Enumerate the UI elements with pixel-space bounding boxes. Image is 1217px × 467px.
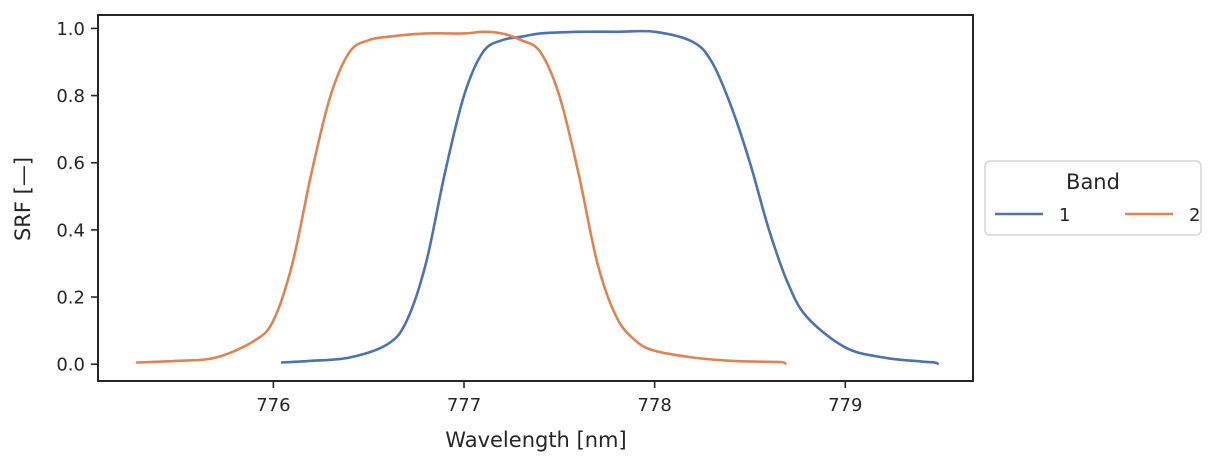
legend-label-band-2: 2 [1189,205,1200,226]
x-tick-label: 776 [256,395,290,416]
y-tick-label: 1.0 [56,19,85,40]
x-axis: 776 777 778 779 [256,381,862,416]
y-tick-label: 0.4 [56,220,85,241]
y-axis: 0.0 0.2 0.4 0.6 0.8 1.0 [56,19,98,376]
plot-area [97,14,974,382]
legend-frame [984,160,1202,236]
series-line-band-2 [136,30,787,366]
x-tick-label: 777 [447,395,481,416]
series-line-band-1 [280,29,940,366]
y-tick-label: 0.0 [56,355,85,376]
x-tick-label: 779 [828,395,862,416]
plot-frame [97,14,974,382]
legend-label-band-1: 1 [1059,205,1070,226]
y-axis-label: SRF [—] [11,157,35,241]
legend-title: Band [1066,170,1120,194]
x-axis-label: Wavelength [nm] [445,428,626,452]
x-tick-label: 778 [637,395,671,416]
y-tick-label: 0.2 [56,288,85,309]
y-tick-label: 0.6 [56,153,85,174]
y-tick-label: 0.8 [56,86,85,107]
